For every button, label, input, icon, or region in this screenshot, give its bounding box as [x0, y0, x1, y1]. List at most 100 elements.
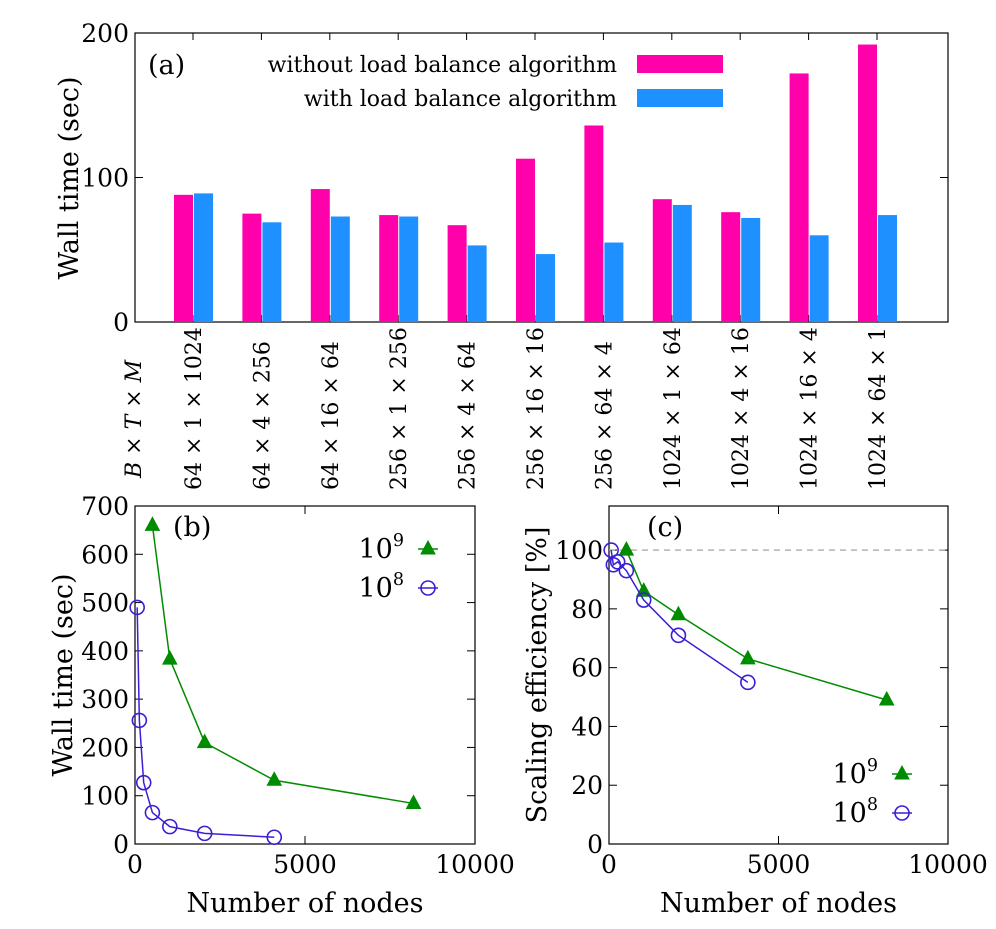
y-tick-label: 0 [587, 830, 603, 859]
x-tick-label: 64 × 4 × 256 [250, 341, 275, 490]
y-tick-label: 600 [81, 540, 129, 569]
data-point [670, 605, 687, 621]
x-tick-label: 64 × 16 × 64 [319, 341, 344, 490]
legend-label: 109 [358, 531, 404, 565]
y-tick-label: 700 [81, 492, 129, 521]
bar [789, 73, 809, 323]
data-point [618, 541, 635, 556]
data-point [266, 829, 283, 846]
data-point [144, 804, 161, 821]
bar [330, 216, 350, 322]
plot-frame [608, 505, 949, 845]
legend-swatch [637, 89, 723, 107]
legend-label: with load balance algorithm [304, 87, 617, 112]
data-point [129, 599, 145, 616]
bar [721, 212, 741, 322]
bar [672, 204, 692, 322]
data-point [196, 825, 213, 842]
legend-marker [420, 580, 436, 596]
x-tick-label: 10000 [908, 850, 988, 879]
y-tick-label: 0 [113, 830, 129, 859]
panel-label: (b) [173, 512, 211, 543]
y-tick-label: 60 [571, 654, 603, 683]
x-tick-label: 256 × 1 × 256 [387, 327, 412, 490]
y-axis-label: Scaling efficiency [%] [522, 527, 553, 824]
bar [604, 242, 624, 322]
legend-marker [894, 805, 910, 821]
x-tick-label: 0 [601, 850, 617, 879]
x-tick-label: 10000 [435, 850, 515, 879]
bar [399, 216, 419, 322]
y-tick-label: 0 [113, 308, 129, 337]
bar [878, 215, 897, 322]
legend-label: 108 [832, 795, 878, 829]
data-point [670, 627, 687, 644]
legend-label: without load balance algorithm [268, 53, 617, 78]
x-tick-label: 256 × 16 × 16 [524, 327, 549, 490]
bar [262, 222, 282, 322]
x-tick-label: 1024 × 16 × 4 [798, 327, 823, 490]
legend-label: 109 [832, 756, 878, 790]
bar [652, 199, 672, 322]
x-tick-label: 64 × 1 × 1024 [182, 327, 207, 490]
data-point [740, 674, 756, 691]
legend-swatch [637, 55, 723, 73]
x-tick-label: 256 × 4 × 64 [456, 341, 481, 490]
y-tick-label: 100 [81, 782, 129, 811]
bar [516, 158, 535, 322]
data-point [196, 733, 213, 749]
x-tick-label: 0 [127, 850, 143, 879]
data-point [618, 562, 635, 579]
bar [174, 194, 193, 322]
y-tick-label: 80 [571, 595, 603, 624]
bar [194, 193, 213, 322]
data-point [161, 650, 178, 665]
y-axis-label: Wall time (sec) [54, 76, 85, 279]
data-point [878, 690, 895, 706]
series-line [625, 549, 887, 701]
x-axis-label: Number of nodes [660, 888, 897, 919]
y-tick-label: 400 [81, 637, 129, 666]
x-tick-label: 256 × 64 × 4 [592, 341, 617, 490]
y-tick-label: 200 [81, 19, 129, 48]
bar [858, 44, 877, 323]
x-tick-label: 5000 [273, 850, 337, 879]
y-tick-label: 500 [81, 589, 129, 618]
bar [467, 245, 487, 322]
bar [741, 217, 761, 322]
legend-label: 108 [358, 570, 404, 604]
bar [809, 235, 829, 322]
x-tick-label: 1024 × 1 × 64 [661, 327, 686, 490]
y-tick-label: 300 [81, 685, 129, 714]
legend-marker [894, 764, 910, 780]
bar [536, 254, 555, 322]
data-point [603, 542, 619, 558]
y-tick-label: 20 [571, 771, 603, 800]
data-point [266, 771, 283, 786]
data-point [635, 592, 652, 608]
bar [379, 215, 399, 322]
bar [310, 189, 330, 322]
bar [447, 225, 467, 322]
panel-label: (c) [647, 512, 683, 543]
data-point [405, 794, 422, 809]
data-point [740, 649, 756, 665]
legend-marker [420, 539, 436, 555]
data-point [135, 774, 152, 791]
y-tick-label: 100 [555, 536, 603, 565]
series-line [610, 549, 749, 683]
panel-a-bar-chart: 0 100 200 64 × 1 × 1024 64 × 4 × 256 64 × 16 … [54, 19, 949, 490]
bar [584, 125, 604, 322]
x-tick-label: 1024 × 4 × 16 [729, 327, 754, 490]
data-point [605, 556, 622, 573]
y-axis-label: Wall time (sec) [48, 573, 79, 776]
x-tick-label: 5000 [747, 850, 811, 879]
y-tick-label: 40 [571, 712, 603, 741]
bar [242, 213, 262, 322]
data-point [131, 712, 148, 729]
panel-c-scaling-efficiency-plot: 0 20 40 60 80 100 0 5000 10000 Number of nodes Sca… [522, 505, 988, 919]
plot-frame [134, 505, 476, 845]
y-tick-label: 100 [81, 164, 129, 193]
data-point [609, 554, 626, 570]
